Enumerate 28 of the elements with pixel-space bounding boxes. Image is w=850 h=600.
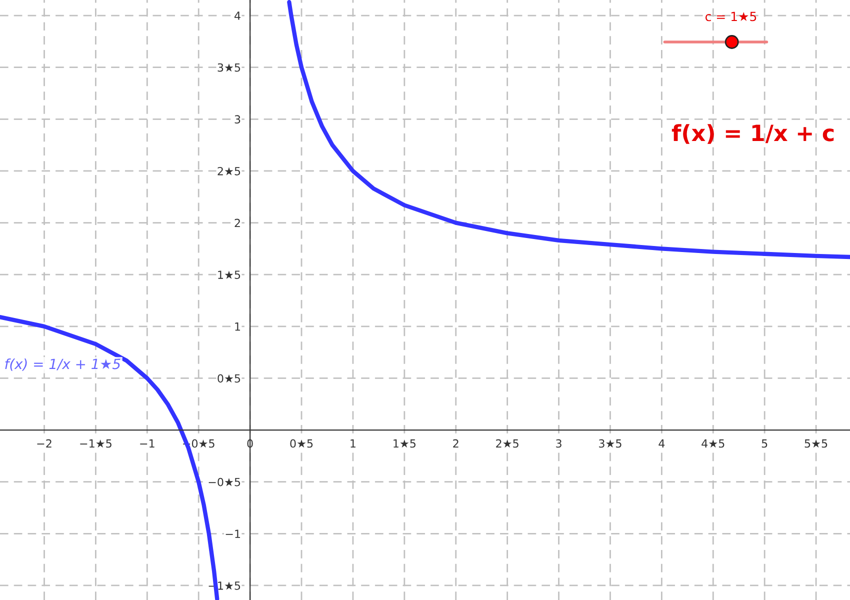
- x-tick-label: 4: [658, 439, 665, 448]
- y-tick-label: −0★5: [208, 478, 240, 486]
- y-tick-label: 3: [234, 115, 240, 124]
- y-tick-label: 4: [234, 12, 240, 20]
- x-tick-label: 5★5: [804, 439, 828, 448]
- x-tick-label: 2: [453, 439, 458, 448]
- line-series: [287, 0, 850, 260]
- x-tick-label: 5: [762, 439, 768, 448]
- y-tick-label: −1: [226, 530, 240, 538]
- y-tick-label: 1★5: [218, 270, 240, 279]
- y-tick-label: 3★5: [218, 63, 240, 72]
- y-tick-label: 0★5: [218, 374, 240, 383]
- x-tick-label: 3: [556, 439, 562, 448]
- x-tick-label: −1★5: [80, 439, 112, 448]
- annotation: f(x) = 1/x + 1★5: [5, 358, 120, 371]
- x-tick-label: 3★5: [599, 439, 622, 448]
- x-tick-label: 2★5: [496, 439, 518, 448]
- y-tick-label: 2: [234, 218, 240, 228]
- annotation: f(x) = 1/x + c: [672, 124, 834, 144]
- x-tick-label: −1: [140, 439, 154, 448]
- x-tick-label: 4★5: [702, 439, 724, 448]
- x-tick-label: 0★5: [290, 439, 313, 448]
- y-tick-label: 2★5: [218, 166, 240, 176]
- x-tick-label: 1★5: [394, 439, 416, 448]
- x-tick-label: −2: [37, 439, 52, 448]
- y-tick-label: 1: [235, 322, 240, 331]
- annotation: c = 1★5: [705, 12, 756, 22]
- x-tick-label: 1: [350, 439, 356, 448]
